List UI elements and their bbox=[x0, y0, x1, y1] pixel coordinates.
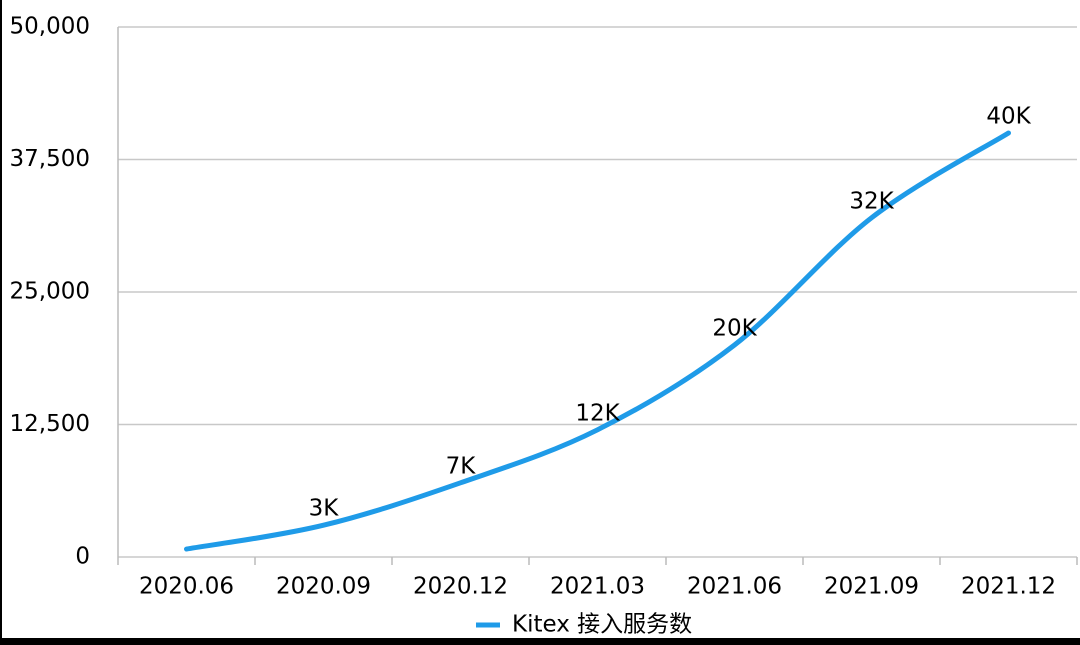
x-tick-label: 2021.12 bbox=[961, 574, 1056, 600]
x-tick-label: 2020.12 bbox=[413, 574, 508, 600]
data-label: 7K bbox=[446, 453, 477, 479]
data-label: 32K bbox=[849, 188, 894, 214]
y-tick-label: 50,000 bbox=[10, 14, 90, 40]
y-tick-label: 0 bbox=[75, 544, 90, 570]
y-tick-label: 25,000 bbox=[10, 279, 90, 305]
x-tick-label: 2020.06 bbox=[139, 574, 234, 600]
x-tick-label: 2020.09 bbox=[276, 574, 371, 600]
data-label: 12K bbox=[575, 400, 620, 426]
data-label: 40K bbox=[986, 104, 1031, 130]
x-tick-label: 2021.03 bbox=[550, 574, 645, 600]
series-line bbox=[184, 130, 1011, 552]
x-tick-label: 2021.06 bbox=[687, 574, 782, 600]
data-label: 20K bbox=[712, 316, 757, 342]
y-tick-label: 12,500 bbox=[10, 411, 90, 437]
y-tick-label: 37,500 bbox=[10, 146, 90, 172]
legend-label: Kitex 接入服务数 bbox=[512, 612, 692, 638]
data-label: 3K bbox=[309, 496, 340, 522]
x-tick-label: 2021.09 bbox=[824, 574, 919, 600]
